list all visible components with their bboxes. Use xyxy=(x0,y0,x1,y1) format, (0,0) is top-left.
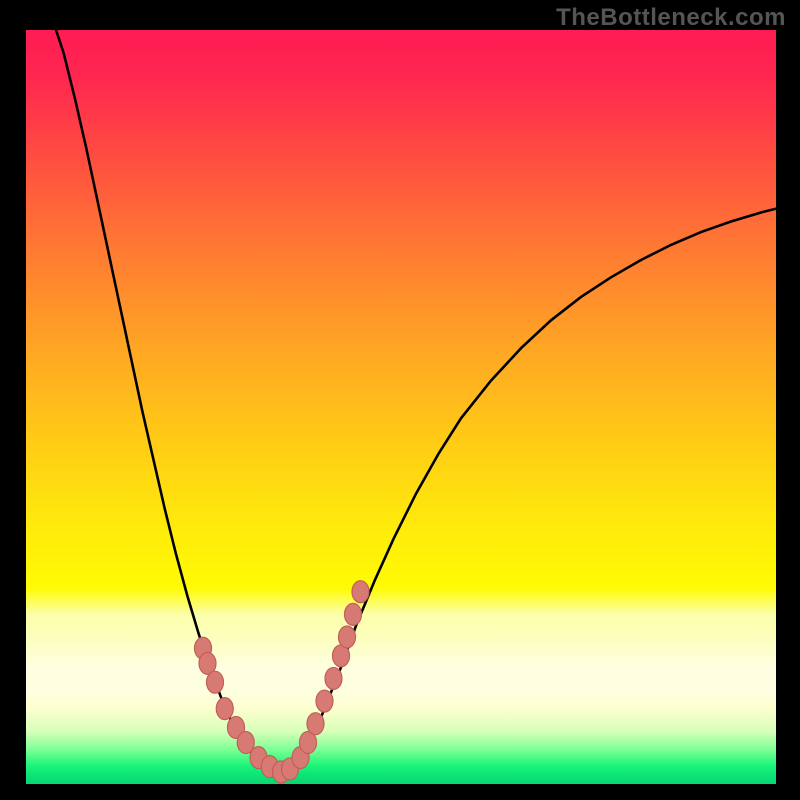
marker-point xyxy=(325,667,342,689)
chart-svg xyxy=(26,30,776,784)
marker-point xyxy=(352,581,369,603)
marker-point xyxy=(216,698,233,720)
watermark-text: TheBottleneck.com xyxy=(556,4,786,32)
marker-point xyxy=(316,690,333,712)
marker-point xyxy=(207,671,224,693)
marker-point xyxy=(345,603,362,625)
marker-point xyxy=(339,626,356,648)
marker-point xyxy=(307,713,324,735)
gradient-background xyxy=(26,30,776,784)
plot-area xyxy=(26,30,776,784)
